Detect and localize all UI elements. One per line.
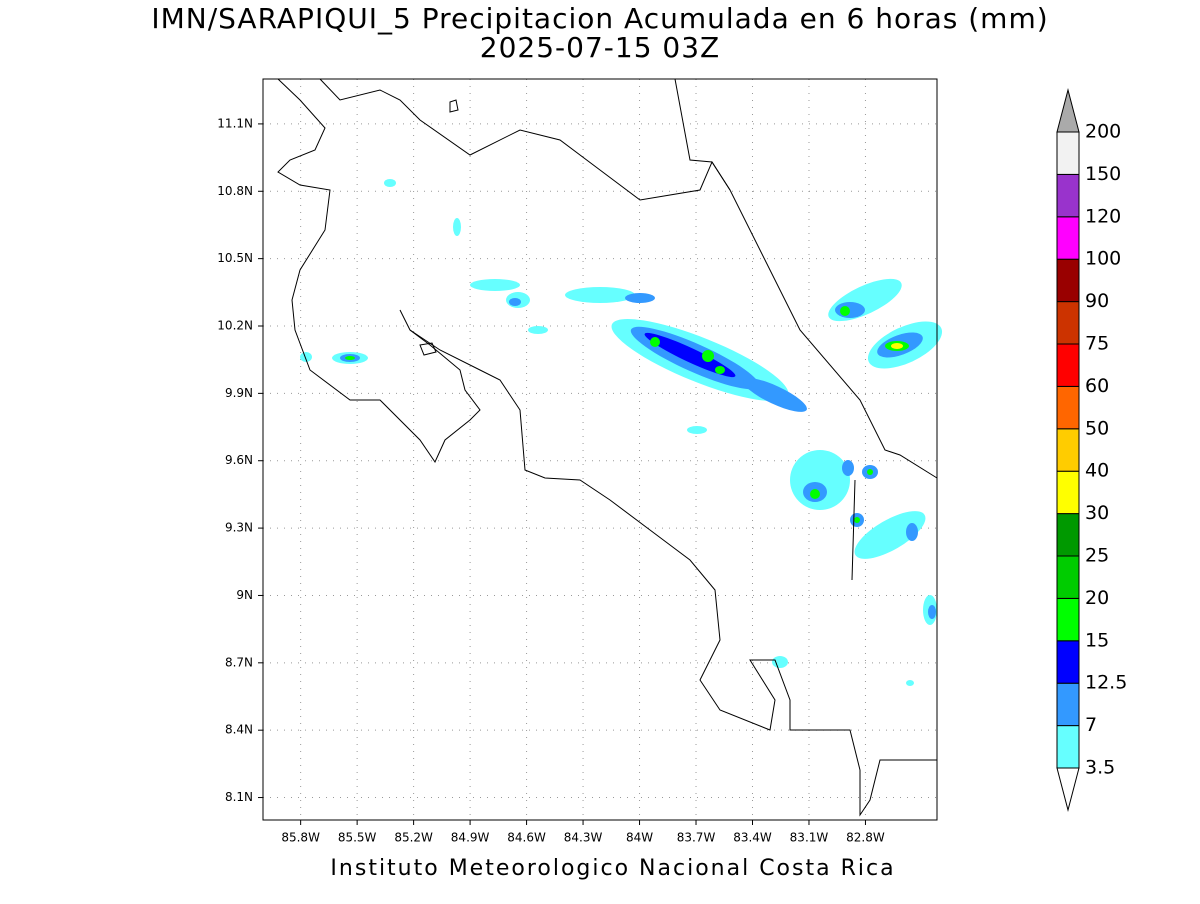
colorbar-box [1056,301,1080,345]
coastlines [277,78,938,817]
precipitation-field [300,179,943,686]
y-tick-label: 9.3N [225,521,253,535]
x-tick-label: 82.8W [846,831,885,845]
colorbar-label: 25 [1085,545,1109,567]
colorbar-box [1056,173,1080,218]
colorbar-label: 3.5 [1085,757,1115,779]
colorbar-label: 75 [1085,333,1109,355]
colorbar-box [1056,470,1080,515]
subtitle: 2025-07-15 03Z [480,31,720,64]
y-tick-label: 8.7N [225,655,253,669]
colorbar-label: 120 [1085,205,1121,227]
y-tick-label: 8.4N [225,723,253,737]
x-tick-label: 84W [626,831,653,845]
x-tick-label: 85.8W [281,831,320,845]
colorbar-label: 60 [1085,375,1109,397]
colorbar-box [1056,597,1080,642]
colorbar-box [1056,131,1080,175]
x-tick-label: 83.4W [733,831,772,845]
x-tick-label: 84.3W [564,831,603,845]
colorbar-box [1056,343,1080,387]
colorbar-label: 200 [1085,121,1121,143]
colorbar-box [1056,513,1080,557]
colorbar-label: 100 [1085,248,1121,270]
colorbar-box [1056,216,1080,260]
x-tick-label: 83.1W [790,831,829,845]
map-frame [262,78,938,821]
colorbar-label: 30 [1085,502,1109,524]
colorbar-label: 40 [1085,460,1109,482]
y-tick-label: 11.1N [217,116,253,130]
x-tick-label: 85.2W [394,831,433,845]
colorbar-box [1056,725,1080,769]
x-tick-label: 84.9W [451,831,490,845]
colorbar-box [1056,555,1080,599]
colorbar-label: 7 [1085,714,1097,736]
x-tick-label: 83.7W [677,831,716,845]
y-tick-label: 8.1N [225,790,253,804]
title: IMN/SARAPIQUI_5 Precipitacion Acumulada … [151,2,1048,35]
x-tick-label: 84.6W [507,831,546,845]
colorbar-box [1056,640,1080,684]
colorbar-box [1056,682,1080,727]
colorbar-label: 150 [1085,163,1121,185]
colorbar-label: 50 [1085,417,1109,439]
y-tick-label: 9.6N [225,453,253,467]
y-tick-label: 10.5N [217,251,253,265]
colorbar-over [1056,88,1080,133]
colorbar-under [1056,767,1080,812]
colorbar-box [1056,428,1080,472]
y-tick-label: 9.9N [225,386,253,400]
y-tick-label: 10.2N [217,319,253,333]
y-tick-label: 9N [236,588,253,602]
x-tick-label: 85.5W [338,831,377,845]
colorbar-box [1056,258,1080,303]
colorbar-label: 15 [1085,629,1109,651]
colorbar-label: 12.5 [1085,672,1127,694]
colorbar-label: 90 [1085,290,1109,312]
footer: Instituto Meteorologico Nacional Costa R… [330,856,895,881]
colorbar-label: 20 [1085,587,1109,609]
colorbar-box [1056,385,1080,430]
y-tick-label: 10.8N [217,184,253,198]
